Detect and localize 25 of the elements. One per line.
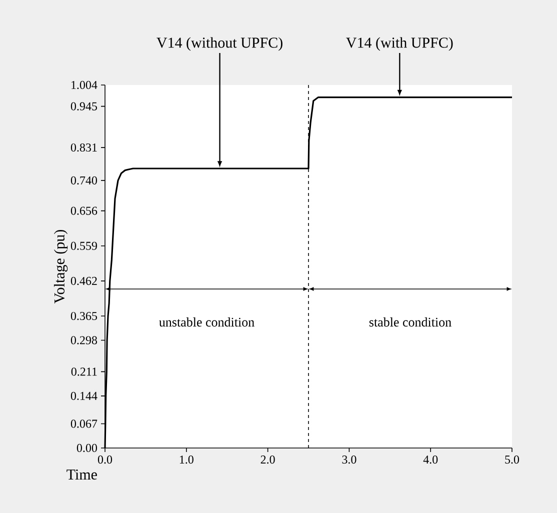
annotation: V14 (without UPFC) [156, 37, 282, 51]
y-tick-label: 0.067 [70, 420, 98, 428]
x-tick-label: 5.0 [505, 456, 520, 464]
y-tick-label: 0.211 [71, 368, 97, 376]
x-tick-label: 4.0 [423, 456, 438, 464]
x-axis-title: Time [66, 470, 97, 480]
y-tick-label: 0.00 [76, 444, 98, 452]
annotation: V14 (with UPFC) [346, 37, 453, 51]
y-axis-title: Voltage (pu) [54, 230, 68, 304]
y-tick-label: 0.365 [70, 312, 98, 320]
x-tick-label: 1.0 [180, 456, 194, 464]
x-tick-label: 2.0 [260, 456, 275, 464]
y-tick-label: 0.831 [70, 143, 97, 152]
y-tick-label: 0.144 [70, 392, 98, 400]
annotation: stable condition [369, 317, 452, 327]
y-tick-label: 1.004 [72, 80, 98, 90]
y-tick-label: 0.462 [70, 276, 97, 286]
y-tick-label: 0.740 [70, 176, 98, 185]
annotation: unstable condition [159, 317, 254, 327]
x-tick-label: 0.0 [98, 456, 112, 464]
y-tick-label: 0.298 [70, 336, 98, 344]
y-tick-label: 0.656 [70, 206, 98, 215]
x-tick-label: 3.0 [342, 456, 356, 464]
y-tick-label: 0.945 [70, 102, 98, 110]
y-tick-label: 0.559 [70, 242, 97, 250]
